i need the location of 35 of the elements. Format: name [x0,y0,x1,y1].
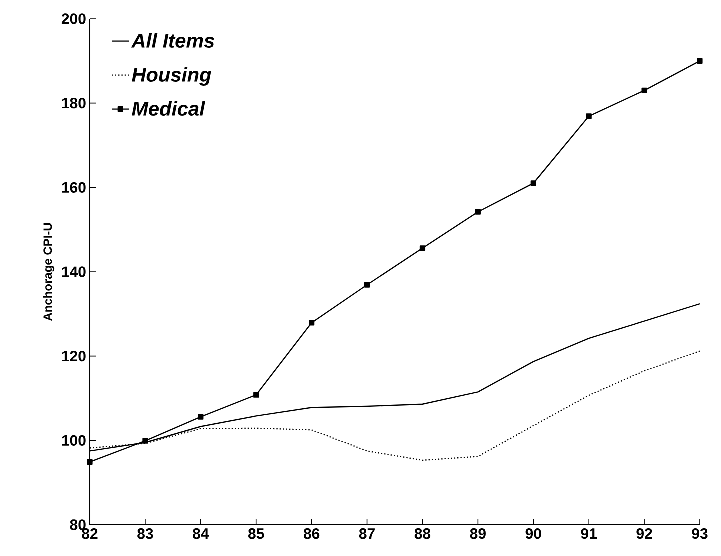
x-tick-label: 91 [581,528,598,540]
point [309,320,315,326]
legend-label: Medical [132,101,206,116]
y-tick-label: 200 [62,14,86,24]
legend-label: Housing [132,67,212,86]
y-tick-label: 160 [62,182,86,193]
y-tick-label: 80 [70,520,86,530]
x-tick-label: 90 [526,528,542,540]
point [87,459,93,465]
point [420,246,426,252]
x-tick-label: 93 [692,528,708,540]
x-tick-label: 84 [193,528,210,540]
point [364,282,370,288]
x-tick-label: 87 [359,528,375,540]
point [142,438,148,444]
point [530,180,536,186]
y-tick-label: 100 [62,435,86,446]
y-axis-title: Anchorage CPI-U [43,223,55,322]
x-tick-label: 82 [82,528,98,540]
x-tick-label: 83 [138,528,154,540]
point [475,209,481,215]
x-tick-label: 88 [414,528,431,540]
point [586,114,592,120]
x-tick-label: 92 [636,528,652,540]
legend-label: All Items [131,33,214,48]
y-tick-label: 180 [62,98,86,109]
point [642,88,648,94]
point [198,414,204,420]
x-tick-label: 89 [470,528,486,540]
x-tick-label: 86 [304,528,320,540]
y-tick-label: 120 [62,351,86,362]
point [697,58,703,64]
point [254,392,260,398]
x-tick-label: 85 [248,528,264,540]
y-tick-label: 140 [62,266,86,278]
